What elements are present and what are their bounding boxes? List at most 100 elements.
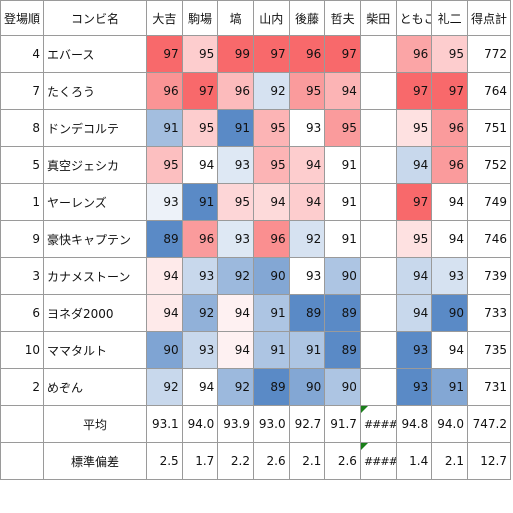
cell-score-tetsuo[interactable]: 89 [324, 294, 361, 332]
cell-score-daikichi[interactable]: 92 [146, 368, 183, 406]
cell-order[interactable]: 8 [0, 109, 44, 147]
cell-score-shibata[interactable] [359, 294, 397, 332]
cell-score-goto[interactable]: 89 [288, 294, 326, 332]
cell-score-goto[interactable]: 90 [288, 368, 326, 406]
cell-score-hanawa[interactable]: 92 [217, 257, 254, 295]
cell-combo-name[interactable]: 真空ジェシカ [43, 146, 147, 184]
cell-score-komaba[interactable]: 91 [181, 183, 219, 221]
cell-score-tomoko[interactable]: 95 [395, 109, 433, 147]
cell-combo-name[interactable]: ドンデコルテ [43, 109, 147, 147]
cell-score-daikichi[interactable]: 89 [146, 220, 183, 258]
cell-score-yamauchi[interactable]: 95 [252, 109, 290, 147]
cell-score-daikichi[interactable]: 90 [146, 331, 183, 369]
cell-score-daikichi[interactable]: 96 [146, 72, 183, 110]
cell-summary-value[interactable]: 1.7 [181, 442, 219, 480]
cell-score-shibata[interactable] [359, 331, 397, 369]
cell-summary-value[interactable]: 747.2 [467, 405, 511, 443]
cell-score-reiji[interactable]: 94 [431, 331, 468, 369]
cell-score-komaba[interactable]: 95 [181, 109, 219, 147]
cell-total[interactable]: 731 [467, 368, 511, 406]
cell-score-goto[interactable]: 94 [288, 146, 326, 184]
cell-order[interactable]: 4 [0, 35, 44, 73]
summary-label[interactable]: 平均 [43, 405, 147, 443]
col-header-reiji[interactable]: 礼二 [431, 0, 468, 36]
cell-order[interactable]: 1 [0, 183, 44, 221]
cell-score-tetsuo[interactable]: 95 [324, 109, 361, 147]
cell-score-goto[interactable]: 95 [288, 72, 326, 110]
cell-score-reiji[interactable]: 90 [431, 294, 468, 332]
cell-order[interactable]: 3 [0, 257, 44, 295]
cell-score-reiji[interactable]: 97 [431, 72, 468, 110]
cell-score-reiji[interactable]: 93 [431, 257, 468, 295]
cell-score-tomoko[interactable]: 94 [395, 294, 433, 332]
cell-score-daikichi[interactable]: 91 [146, 109, 183, 147]
cell-score-daikichi[interactable]: 94 [146, 257, 183, 295]
cell-summary-value[interactable]: 93.1 [146, 405, 183, 443]
cell-combo-name[interactable]: カナメストーン [43, 257, 147, 295]
col-header-shibata[interactable]: 柴田 [359, 0, 397, 36]
cell-empty[interactable] [0, 442, 44, 480]
cell-score-tomoko[interactable]: 94 [395, 146, 433, 184]
cell-score-tomoko[interactable]: 97 [395, 183, 433, 221]
cell-score-tomoko[interactable]: 94 [395, 257, 433, 295]
cell-summary-value[interactable]: 94.8 [395, 405, 433, 443]
cell-summary-value[interactable]: 2.6 [324, 442, 361, 480]
cell-score-komaba[interactable]: 94 [181, 368, 219, 406]
cell-score-tomoko[interactable]: 95 [395, 220, 433, 258]
cell-empty[interactable] [0, 405, 44, 443]
col-header-combo[interactable]: コンビ名 [43, 0, 147, 36]
cell-score-shibata[interactable] [359, 109, 397, 147]
cell-total[interactable]: 739 [467, 257, 511, 295]
cell-score-tetsuo[interactable]: 97 [324, 35, 361, 73]
summary-label[interactable]: 標準偏差 [43, 442, 147, 480]
cell-score-reiji[interactable]: 94 [431, 220, 468, 258]
cell-score-shibata[interactable] [359, 220, 397, 258]
cell-score-komaba[interactable]: 93 [181, 257, 219, 295]
cell-score-yamauchi[interactable]: 92 [252, 72, 290, 110]
cell-score-hanawa[interactable]: 91 [217, 109, 254, 147]
cell-score-yamauchi[interactable]: 96 [252, 220, 290, 258]
cell-error-value[interactable]: ##### [359, 405, 397, 443]
cell-score-tomoko[interactable]: 93 [395, 331, 433, 369]
cell-score-komaba[interactable]: 94 [181, 146, 219, 184]
cell-combo-name[interactable]: たくろう [43, 72, 147, 110]
cell-score-hanawa[interactable]: 92 [217, 368, 254, 406]
cell-score-daikichi[interactable]: 93 [146, 183, 183, 221]
cell-summary-value[interactable]: 2.6 [252, 442, 290, 480]
cell-score-komaba[interactable]: 92 [181, 294, 219, 332]
cell-score-tetsuo[interactable]: 90 [324, 368, 361, 406]
cell-score-komaba[interactable]: 96 [181, 220, 219, 258]
cell-score-hanawa[interactable]: 95 [217, 183, 254, 221]
col-header-yamauchi[interactable]: 山内 [252, 0, 290, 36]
cell-combo-name[interactable]: エバース [43, 35, 147, 73]
cell-combo-name[interactable]: ママタルト [43, 331, 147, 369]
cell-score-yamauchi[interactable]: 97 [252, 35, 290, 73]
cell-score-daikichi[interactable]: 97 [146, 35, 183, 73]
cell-order[interactable]: 2 [0, 368, 44, 406]
cell-combo-name[interactable]: 豪快キャプテン [43, 220, 147, 258]
cell-score-yamauchi[interactable]: 94 [252, 183, 290, 221]
cell-score-yamauchi[interactable]: 89 [252, 368, 290, 406]
cell-score-yamauchi[interactable]: 91 [252, 331, 290, 369]
col-header-order[interactable]: 登場順 [0, 0, 44, 36]
cell-score-goto[interactable]: 93 [288, 109, 326, 147]
cell-score-goto[interactable]: 92 [288, 220, 326, 258]
col-header-daikichi[interactable]: 大吉 [146, 0, 183, 36]
cell-score-reiji[interactable]: 91 [431, 368, 468, 406]
cell-total[interactable]: 751 [467, 109, 511, 147]
cell-order[interactable]: 10 [0, 331, 44, 369]
cell-score-tomoko[interactable]: 93 [395, 368, 433, 406]
cell-score-komaba[interactable]: 93 [181, 331, 219, 369]
cell-score-daikichi[interactable]: 95 [146, 146, 183, 184]
cell-summary-value[interactable]: 2.1 [288, 442, 326, 480]
cell-score-yamauchi[interactable]: 91 [252, 294, 290, 332]
cell-summary-value[interactable]: 94.0 [181, 405, 219, 443]
col-header-total[interactable]: 得点計 [467, 0, 511, 36]
cell-score-goto[interactable]: 93 [288, 257, 326, 295]
col-header-komaba[interactable]: 駒場 [181, 0, 219, 36]
col-header-hanawa[interactable]: 塙 [217, 0, 254, 36]
cell-summary-value[interactable]: 2.1 [431, 442, 468, 480]
cell-score-tetsuo[interactable]: 91 [324, 183, 361, 221]
cell-total[interactable]: 733 [467, 294, 511, 332]
cell-score-daikichi[interactable]: 94 [146, 294, 183, 332]
